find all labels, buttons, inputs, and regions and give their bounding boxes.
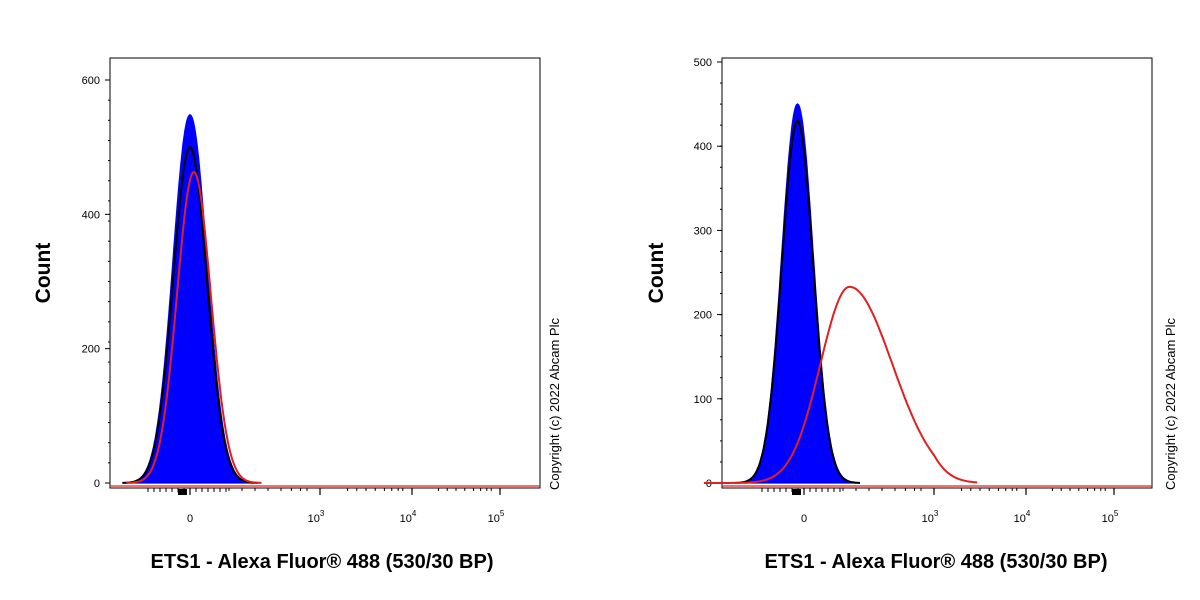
copyright-left: Copyright (c) 2022 Abcam Plc: [547, 318, 562, 490]
y-axis-title-left: Count: [32, 243, 55, 304]
series-red-histogram: [703, 285, 978, 484]
histogram-panel-right: 0 100 200 300 400 500 0 103 104 105 Count ETS1 -…: [645, 57, 1178, 573]
y-tick-label-500: 500: [694, 57, 712, 69]
y-tick-label-600: 600: [82, 75, 100, 87]
x-tick-label-1: 103: [308, 509, 325, 525]
x-tick-label-3: 105: [1102, 509, 1119, 525]
histogram-panel-left: 0 200 400 600 0 103 104 105 Count ETS1 - Alexa…: [32, 57, 562, 573]
copyright-right: Copyright (c) 2022 Abcam Plc: [1163, 318, 1178, 490]
y-tick-label-300: 300: [694, 225, 712, 237]
x-tick-label-0: 0: [187, 513, 193, 525]
x-tick-label-2: 104: [1014, 509, 1031, 525]
x-tick-exponent-3: 5: [500, 509, 505, 518]
series-black-histogram: [735, 119, 860, 484]
y-tick-label-200: 200: [82, 344, 100, 356]
y-tick-label-400: 400: [82, 209, 100, 221]
x-axis-left: 0 103 104 105: [147, 488, 505, 525]
y-axis-title-right: Count: [645, 243, 668, 304]
x-axis-right: 0 103 104 105: [761, 488, 1119, 525]
x-tick-label-0: 0: [801, 513, 807, 525]
y-axis-left: 0 200 400 600: [82, 75, 110, 490]
x-tick-exponent-1: 3: [320, 509, 325, 518]
x-zero-tick-cluster: [792, 489, 801, 495]
x-tick-exponent-3: 5: [1114, 509, 1119, 518]
x-tick-exponent-1: 3: [934, 509, 939, 518]
x-axis-title-right: ETS1 - Alexa Fluor® 488 (530/30 BP): [764, 551, 1107, 573]
x-tick-label-1: 103: [922, 509, 939, 525]
series-group-right: [703, 103, 1152, 487]
y-tick-label-0: 0: [94, 478, 100, 490]
x-tick-exponent-2: 4: [1026, 509, 1031, 518]
y-tick-label-400: 400: [694, 141, 712, 153]
series-group-left: [110, 114, 540, 487]
series-black-histogram: [122, 146, 258, 484]
x-tick-label-3: 105: [488, 509, 505, 525]
x-zero-tick-cluster: [178, 489, 187, 495]
series-red-histogram: [126, 170, 262, 484]
x-tick-exponent-2: 4: [412, 509, 417, 518]
y-tick-label-100: 100: [694, 394, 712, 406]
x-tick-label-2: 104: [400, 509, 417, 525]
y-tick-label-200: 200: [694, 310, 712, 322]
x-axis-title-left: ETS1 - Alexa Fluor® 488 (530/30 BP): [150, 551, 493, 573]
